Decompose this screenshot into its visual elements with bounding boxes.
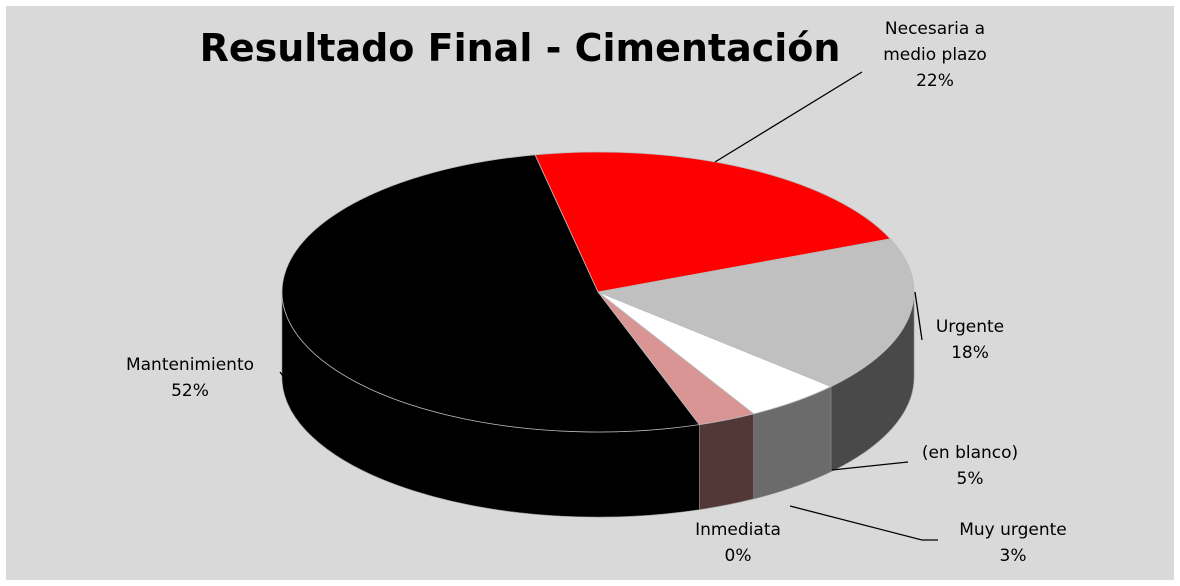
- pie-tops: [281, 151, 915, 433]
- leader-line: [279, 371, 293, 389]
- chart-title: Resultado Final - Cimentación: [199, 26, 841, 70]
- pie-slice: [596, 238, 915, 388]
- data-label-value: 18%: [951, 343, 989, 363]
- pie-slice-side: [699, 413, 754, 510]
- leader-line: [714, 71, 863, 163]
- data-label: Necesaria a medio plazo 22%: [860, 16, 1010, 94]
- data-label: Mantenimiento 52%: [100, 352, 280, 404]
- data-label-value: 0%: [724, 546, 752, 566]
- pie-slice: [534, 151, 892, 293]
- data-label: Muy urgente 3%: [938, 517, 1088, 569]
- data-label-name: Muy urgente: [959, 520, 1067, 540]
- leader-line: [831, 461, 909, 471]
- leader-line: [914, 291, 923, 341]
- data-label-value: 3%: [999, 546, 1027, 566]
- data-label-value: 22%: [916, 71, 954, 91]
- data-label-name: Urgente: [935, 317, 1005, 337]
- data-label-name: Necesaria a medio plazo: [883, 19, 987, 65]
- data-label-value: 52%: [171, 381, 209, 401]
- pie-slice: [281, 154, 701, 433]
- data-label-name: Inmediata: [695, 520, 781, 540]
- data-label-value: 5%: [956, 469, 984, 489]
- data-label: Urgente 18%: [915, 314, 1025, 366]
- data-label-name: (en blanco): [921, 443, 1019, 463]
- data-label: (en blanco) 5%: [900, 440, 1040, 492]
- data-label: Inmediata 0%: [688, 517, 788, 569]
- leader-line: [789, 505, 938, 541]
- data-label-name: Mantenimiento: [125, 355, 255, 375]
